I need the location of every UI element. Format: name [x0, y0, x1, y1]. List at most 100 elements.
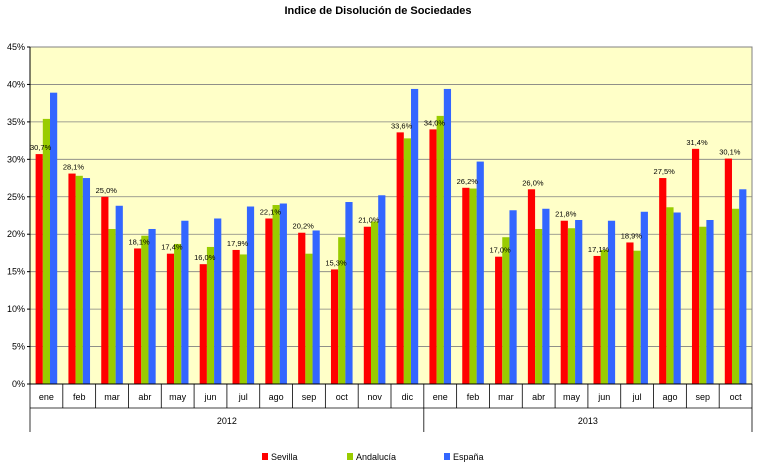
bar-andaluca-14	[502, 237, 510, 384]
bar-andaluca-7	[272, 205, 280, 384]
bar-andaluca-5	[206, 246, 215, 384]
bar-sevilla-5	[199, 264, 207, 384]
bar-andaluca-3	[141, 235, 149, 384]
bar-andaluca-11	[403, 138, 412, 384]
y-tick-label: 5%	[12, 342, 25, 352]
bar-sevilla-21	[724, 158, 732, 384]
data-label: 15,3%	[325, 258, 347, 267]
bar-espaa-9	[345, 202, 353, 384]
bar-andaluca-18	[633, 250, 641, 384]
bar-espaa-13	[476, 161, 484, 384]
x-tick-label: oct	[730, 392, 743, 402]
bar-espaa-19	[673, 212, 681, 384]
bar-sevilla-19	[659, 178, 667, 384]
x-tick-label: ago	[662, 392, 677, 402]
data-label: 28,1%	[63, 163, 85, 172]
bar-espaa-8	[312, 230, 320, 384]
legend-label: Sevilla	[271, 452, 298, 462]
data-label: 18,9%	[621, 231, 643, 240]
bar-sevilla-14	[495, 256, 503, 384]
y-tick-label: 40%	[7, 79, 25, 89]
bar-andaluca-20	[699, 226, 707, 384]
chart-title: Indice de Disolución de Sociedades	[284, 5, 471, 17]
group-label: 2012	[217, 416, 237, 426]
bar-espaa-0	[50, 92, 58, 384]
bar-espaa-4	[181, 220, 189, 384]
data-label: 31,4%	[686, 138, 708, 147]
bar-andaluca-13	[469, 188, 477, 384]
data-label: 17,9%	[227, 239, 249, 248]
data-label: 26,0%	[522, 178, 544, 187]
data-label: 30,1%	[719, 148, 741, 157]
data-label: 16,0%	[194, 253, 216, 262]
bar-espaa-7	[279, 203, 287, 384]
y-tick-label: 45%	[7, 42, 25, 52]
bar-espaa-20	[706, 219, 714, 384]
bar-espaa-17	[607, 220, 616, 384]
y-axis: 0% 5% 10% 15% 20% 25% 30% 35% 40% 45%	[7, 42, 31, 389]
x-tick-label: mar	[104, 392, 120, 402]
x-tick-label: jun	[597, 392, 610, 402]
x-tick-label: ago	[269, 392, 284, 402]
y-tick-label: 15%	[7, 267, 25, 277]
bar-espaa-21	[739, 189, 747, 384]
bar-andaluca-4	[174, 243, 182, 384]
bar-sevilla-8	[298, 232, 306, 384]
bar-espaa-2	[115, 205, 123, 384]
data-label: 17,1%	[588, 245, 610, 254]
bar-espaa-14	[509, 210, 517, 384]
x-tick-label: dic	[402, 392, 414, 402]
data-label: 18,1%	[128, 237, 150, 246]
bar-sevilla-16	[560, 220, 568, 384]
bar-espaa-10	[378, 195, 386, 384]
x-tick-label: nov	[367, 392, 382, 402]
y-tick-label: 30%	[7, 154, 25, 164]
x-axis: ene feb mar abr may jun jul ago sep oct nov dic ene f…	[29, 383, 753, 432]
data-label: 25,0%	[96, 186, 118, 195]
bar-andaluca-21	[731, 208, 740, 384]
bar-sevilla-12	[429, 129, 437, 384]
bar-sevilla-11	[396, 132, 404, 384]
bar-andaluca-19	[666, 207, 674, 384]
bar-sevilla-15	[527, 189, 536, 384]
x-tick-label: ene	[39, 392, 54, 402]
y-tick-label: 25%	[7, 192, 25, 202]
bar-espaa-5	[214, 218, 222, 384]
bar-espaa-18	[640, 211, 648, 384]
bar-andaluca-6	[239, 254, 247, 384]
x-tick-label: abr	[138, 392, 151, 402]
bar-espaa-15	[542, 208, 550, 384]
bar-espaa-3	[148, 228, 156, 384]
bar-espaa-12	[443, 88, 452, 384]
legend-label: España	[453, 452, 484, 462]
bar-andaluca-15	[535, 228, 543, 384]
y-tick-label: 20%	[7, 229, 25, 239]
x-tick-label: jul	[238, 392, 248, 402]
legend: Sevilla Andalucía España	[262, 452, 484, 462]
bar-sevilla-1	[68, 173, 76, 384]
bar-sevilla-20	[691, 148, 700, 384]
bar-andaluca-8	[305, 253, 313, 384]
bar-sevilla-17	[593, 255, 601, 384]
bar-andaluca-1	[75, 175, 83, 384]
bar-andaluca-17	[600, 249, 608, 384]
legend-swatch	[444, 453, 450, 460]
x-tick-label: abr	[532, 392, 545, 402]
y-tick-label: 35%	[7, 117, 25, 127]
legend-label: Andalucía	[356, 452, 396, 462]
x-tick-label: ene	[433, 392, 448, 402]
data-label: 30,7%	[30, 143, 52, 152]
bar-espaa-1	[82, 178, 91, 384]
bar-andaluca-2	[108, 228, 116, 384]
data-label: 22,1%	[260, 207, 282, 216]
bar-andaluca-12	[436, 115, 444, 385]
data-label: 21,8%	[555, 210, 577, 219]
x-tick-label: feb	[73, 392, 86, 402]
legend-swatch	[262, 453, 268, 460]
bar-sevilla-3	[134, 248, 142, 384]
x-tick-label: jun	[203, 392, 216, 402]
bar-sevilla-18	[626, 242, 634, 384]
bar-sevilla-7	[265, 218, 273, 384]
x-tick-label: sep	[302, 392, 317, 402]
